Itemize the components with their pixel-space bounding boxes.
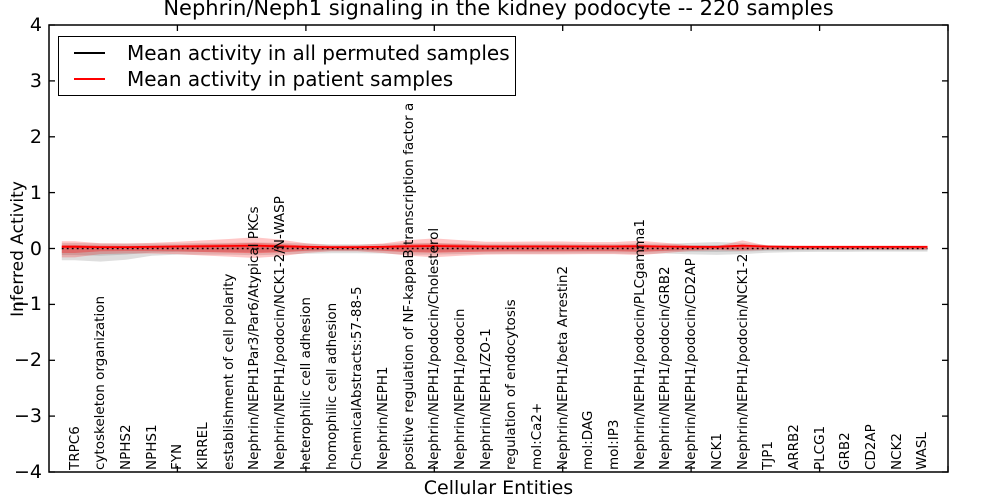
x-tick-label: Nephrin/NEPH1/podocin/GRB2 xyxy=(657,266,674,470)
y-tick-label: −3 xyxy=(13,405,42,428)
x-tick-label: Nephrin/NEPH1/podocin/Cholesterol xyxy=(426,227,443,470)
y-tick-label: −4 xyxy=(13,461,42,483)
x-tick-label: Nephrin/NEPH1/podocin/NCK1-2/N-WASP xyxy=(272,196,289,470)
legend-label: Mean activity in patient samples xyxy=(127,67,454,91)
legend: Mean activity in all permuted samples Me… xyxy=(58,36,516,96)
x-tick-label: GRB2 xyxy=(837,432,854,470)
x-tick-label: Nephrin/NEPH1/podocin/PLCgamma1 xyxy=(631,218,648,470)
x-tick-label: mol:IP3 xyxy=(606,419,623,470)
x-tick-label: WASL xyxy=(914,432,931,470)
x-tick-label: Nephrin/NEPH1/podocin/NCK1-2 xyxy=(734,253,751,470)
x-tick-label: homophilic cell adhesion xyxy=(323,302,340,470)
permuted-mean-line-swatch xyxy=(74,52,105,54)
x-tick-label: Nephrin/NEPH1 xyxy=(374,366,391,470)
x-tick-label: PLCG1 xyxy=(811,425,828,470)
x-tick-label: positive regulation of NF-kappaB transcr… xyxy=(400,102,417,470)
x-tick-label: KIRREL xyxy=(195,422,212,470)
x-tick-label: NCK2 xyxy=(888,433,905,470)
y-tick-label: 1 xyxy=(29,181,42,204)
patient-mean-line-swatch xyxy=(74,78,105,80)
x-tick-label: ARRB2 xyxy=(785,424,802,470)
x-tick-label: Nephrin/NEPH1/ZO-1 xyxy=(477,328,494,470)
y-tick-label: 2 xyxy=(29,125,42,148)
x-tick-label: TJP1 xyxy=(760,441,777,470)
patient-mean-line xyxy=(61,244,928,249)
x-axis-label: Cellular Entities xyxy=(423,477,574,499)
x-tick-label: heterophilic cell adhesion xyxy=(297,297,314,470)
chart-title: Nephrin/Neph1 signaling in the kidney po… xyxy=(163,0,834,20)
x-tick-label: ChemicalAbstracts:57-88-5 xyxy=(349,286,366,470)
x-tick-label: mol:DAG xyxy=(580,410,597,470)
x-tick-label: NPHS1 xyxy=(143,424,160,470)
x-tick-label: NCK1 xyxy=(708,433,725,470)
patient-band-outer xyxy=(61,237,928,258)
y-tick-label: −1 xyxy=(13,293,42,316)
y-tick-label: 4 xyxy=(29,14,42,36)
x-tick-label: Nephrin/NEPH1/podocin xyxy=(451,308,468,470)
x-tick-label: FYN xyxy=(169,443,186,470)
x-tick-label: Nephrin/NEPH1Par3/Par6/Atypical PKCs xyxy=(246,206,263,471)
x-tick-label: cytoskeleton organization xyxy=(92,295,109,470)
x-tick-label: establishment of cell polarity xyxy=(220,273,237,470)
legend-item: Mean activity in patient samples xyxy=(59,66,515,92)
x-tick-label: regulation of endocytosis xyxy=(503,299,520,470)
legend-label: Mean activity in all permuted samples xyxy=(127,41,510,65)
x-tick-label: Nephrin/NEPH1/beta Arrestin2 xyxy=(554,265,571,470)
y-tick-label: 0 xyxy=(29,237,42,260)
x-tick-label: Nephrin/NEPH1/podocin/CD2AP xyxy=(683,258,700,470)
y-tick-label: −2 xyxy=(13,349,42,372)
x-tick-label: NPHS2 xyxy=(118,424,135,470)
x-tick-label: TRPC6 xyxy=(66,426,83,470)
legend-item: Mean activity in all permuted samples xyxy=(59,40,515,66)
x-tick-label: mol:Ca2+ xyxy=(529,402,546,470)
y-tick-label: 3 xyxy=(29,69,42,92)
x-tick-label: CD2AP xyxy=(862,424,879,470)
